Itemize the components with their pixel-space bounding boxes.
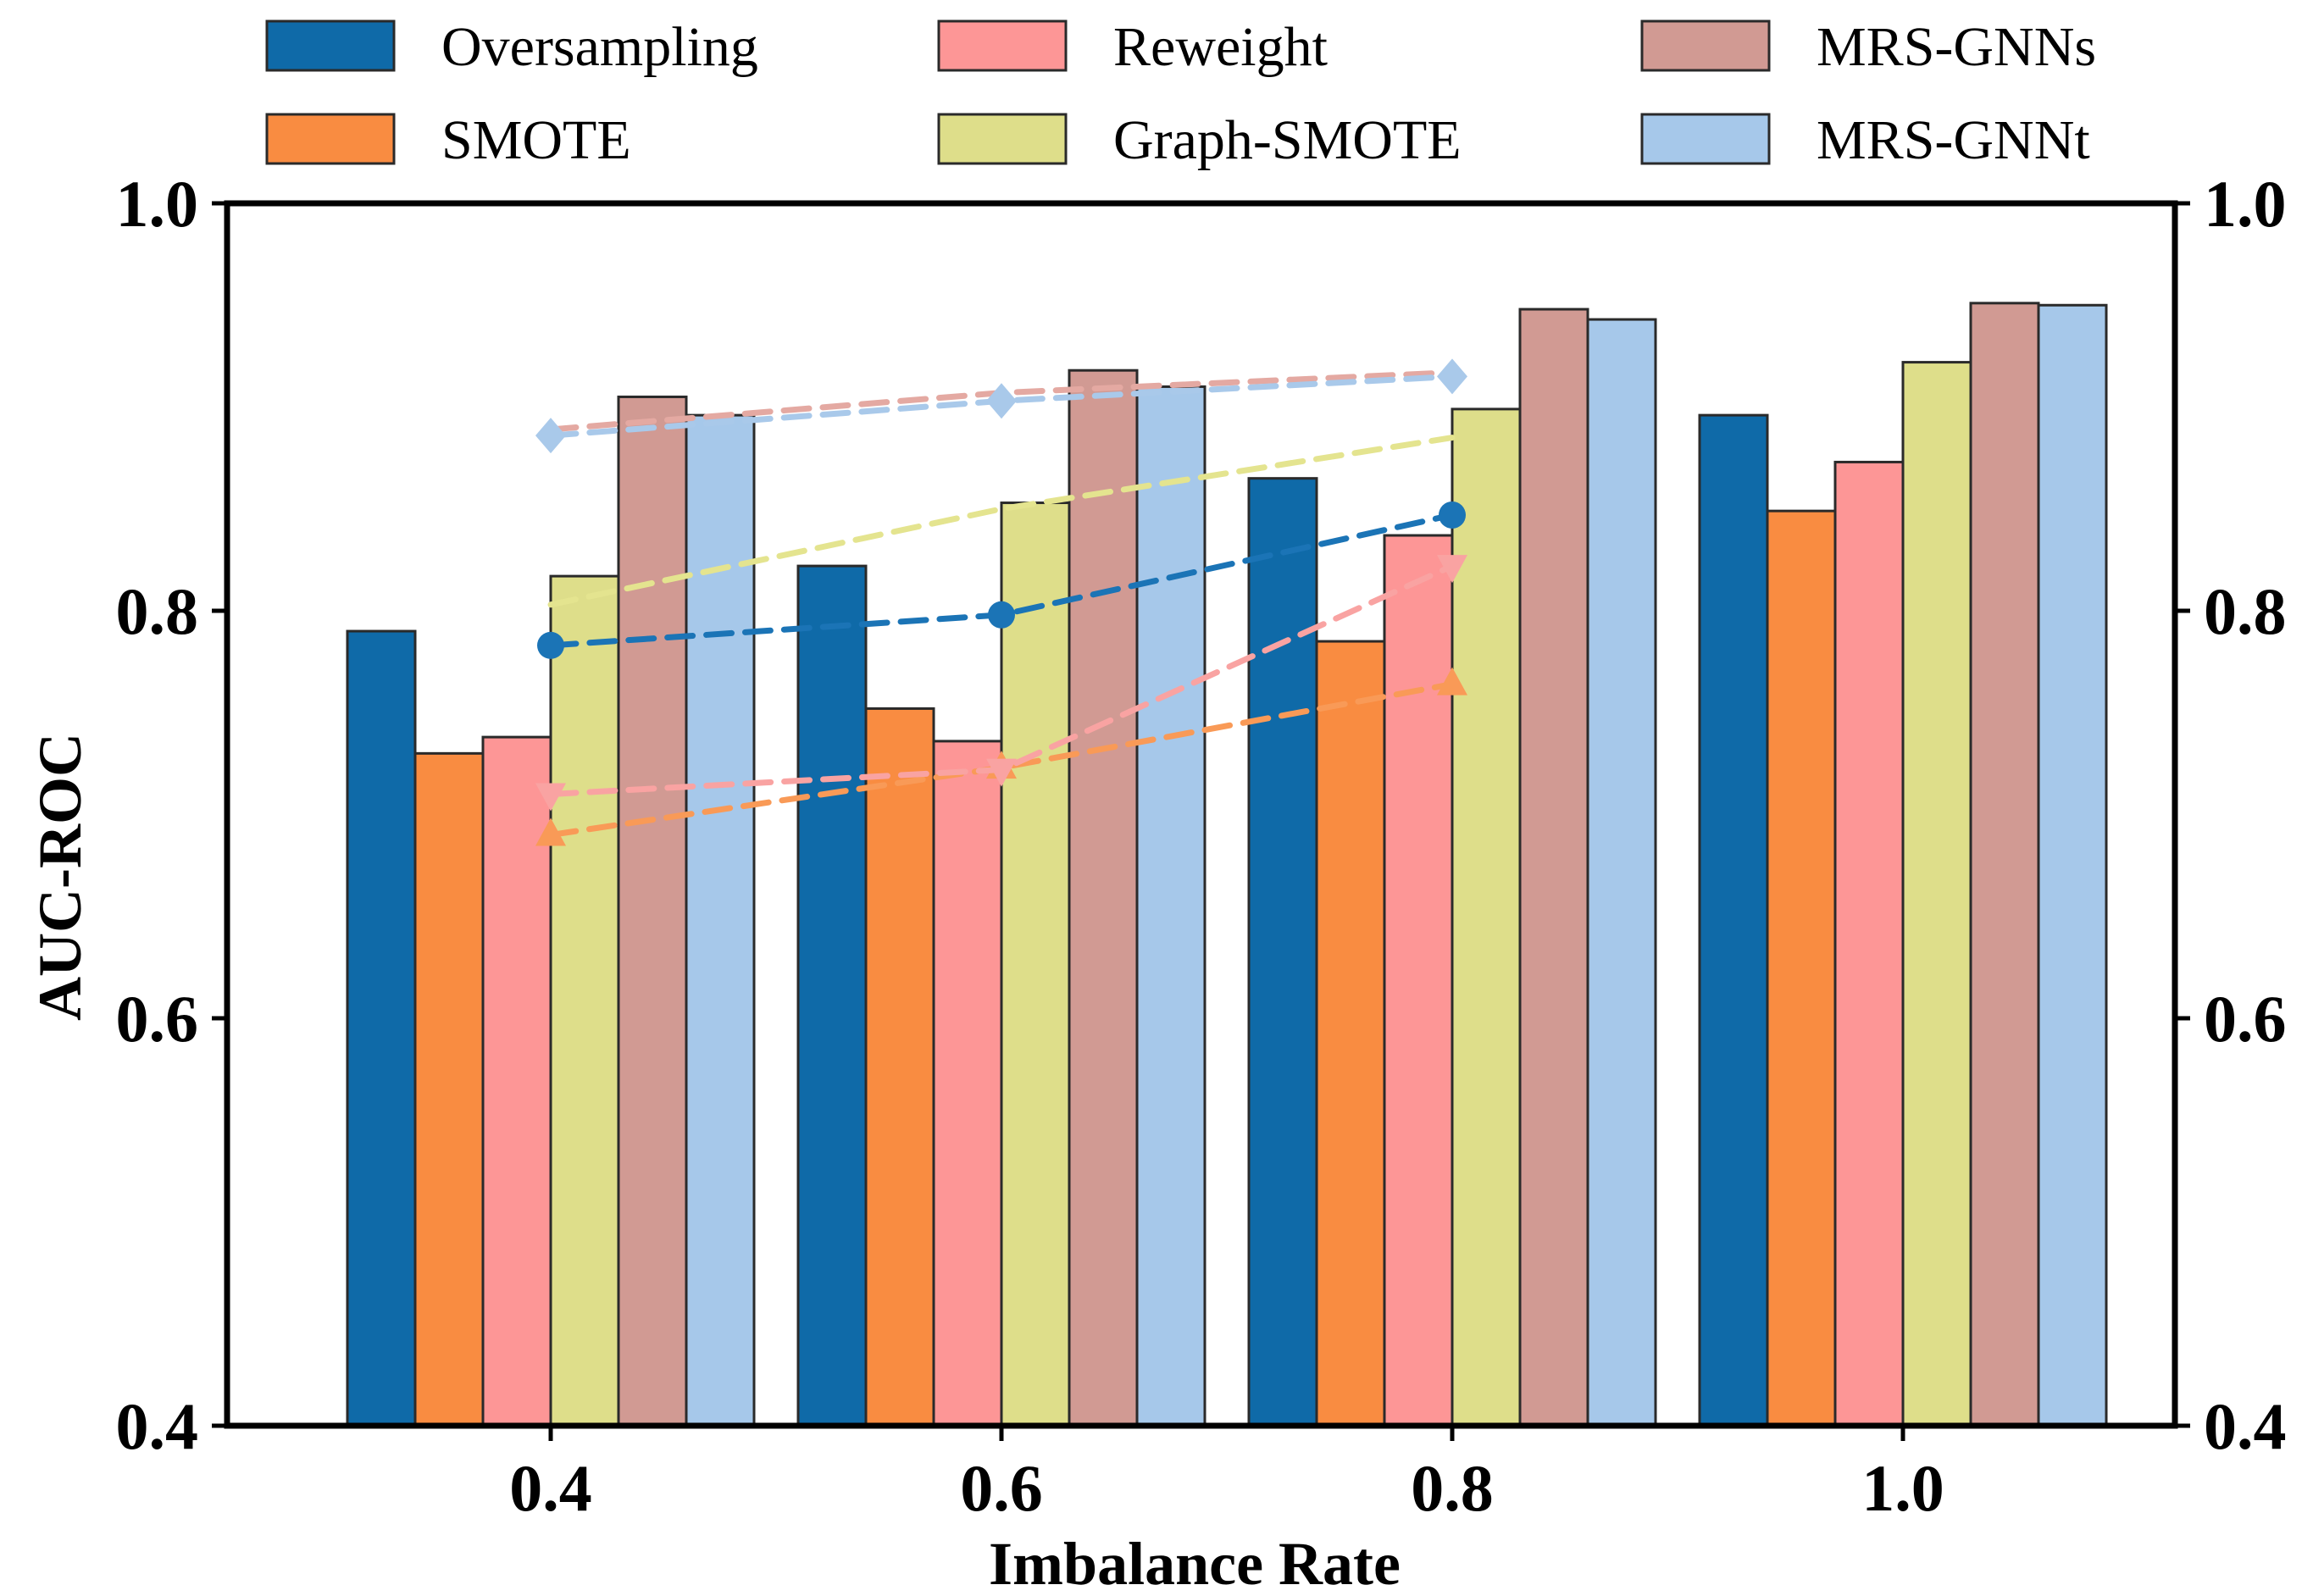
legend-swatch-graph-smote <box>937 113 1068 165</box>
bar-mrs-gnns-0.8 <box>1518 308 1589 1427</box>
bar-mrs-gnnt-0.4 <box>685 413 756 1427</box>
bar-mrs-gnnt-0.6 <box>1135 385 1206 1427</box>
bar-graph-smote-0.4 <box>549 574 620 1427</box>
legend-label-mrs-gnns: MRS-GNNs <box>1817 16 2096 78</box>
trend-line-graph-smote <box>547 435 1456 608</box>
bar-smote-0.4 <box>413 751 485 1427</box>
bar-mrs-gnnt-1.0 <box>2037 303 2108 1427</box>
trend-marker-mrs-gnnt-0.8 <box>1437 358 1467 395</box>
trend-marker-smote-0.4 <box>535 817 566 846</box>
legend-swatch-reweight <box>937 19 1068 72</box>
x-tick-label-0.6: 0.6 <box>960 1451 1043 1525</box>
x-tick-label-0.8: 0.8 <box>1411 1451 1494 1525</box>
bar-oversampling-0.4 <box>346 629 417 1427</box>
bar-oversampling-0.8 <box>1247 477 1318 1427</box>
right-y-tick-label-0.8: 0.8 <box>2204 574 2287 648</box>
axes: 0.4 0.6 0.8 1.0 0.4 0.6 0.8 1.0 0.4 0.6 0.8 1.0 <box>116 167 2287 1525</box>
legend-label-mrs-gnnt: MRS-GNNt <box>1817 109 2090 171</box>
bar-oversampling-0.6 <box>796 564 868 1427</box>
bar-smote-0.6 <box>864 707 935 1427</box>
right-y-tick-label-1.0: 1.0 <box>2204 167 2287 241</box>
legend-label-smote: SMOTE <box>441 109 631 171</box>
trend-marker-mrs-gnnt-0.4 <box>535 418 566 454</box>
legend-swatch-mrs-gnns <box>1640 19 1771 72</box>
trend-lines <box>535 358 1467 846</box>
bar-graph-smote-1.0 <box>1901 361 1972 1427</box>
trend-marker-oversampling-0.6 <box>988 601 1015 629</box>
trend-marker-reweight-0.6 <box>986 758 1017 787</box>
trend-marker-oversampling-0.4 <box>537 631 564 659</box>
bar-oversampling-1.0 <box>1698 413 1769 1427</box>
plot-frame <box>224 200 2178 1429</box>
y-tick-label-0.8: 0.8 <box>116 574 199 648</box>
bar-mrs-gnnt-0.8 <box>1586 318 1657 1427</box>
bar-reweight-0.8 <box>1383 534 1454 1427</box>
bar-mrs-gnns-1.0 <box>1969 302 2040 1427</box>
right-y-tick-label-0.4: 0.4 <box>2204 1389 2287 1463</box>
trend-marker-mrs-gnnt-0.6 <box>986 383 1017 419</box>
x-tick-label-0.4: 0.4 <box>509 1451 592 1525</box>
trend-marker-smote-0.8 <box>1437 667 1467 695</box>
legend-label-graph-smote: Graph-SMOTE <box>1113 109 1462 171</box>
trend-marker-reweight-0.4 <box>535 783 566 812</box>
legend-label-oversampling: Oversampling <box>441 16 758 78</box>
bar-smote-1.0 <box>1766 509 1837 1427</box>
bar-graph-smote-0.6 <box>1000 502 1071 1427</box>
legend-swatch-smote <box>265 113 396 165</box>
y-axis-title: AUC-ROC <box>26 733 94 1021</box>
bar-mrs-gnns-0.6 <box>1068 369 1139 1427</box>
legend-label-reweight: Reweight <box>1113 16 1328 78</box>
bar-reweight-1.0 <box>1833 460 1905 1427</box>
right-y-tick-label-0.6: 0.6 <box>2204 982 2287 1056</box>
bars <box>346 302 2108 1427</box>
legend-swatch-mrs-gnnt <box>1640 113 1771 165</box>
legend-swatch-oversampling <box>265 19 396 72</box>
trend-marker-reweight-0.8 <box>1437 555 1467 584</box>
y-tick-label-0.4: 0.4 <box>116 1389 199 1463</box>
legend: Oversampling SMOTE Reweight Graph-SMOTE MRS-… <box>265 16 2096 171</box>
bar-smote-0.8 <box>1315 640 1386 1427</box>
bar-reweight-0.6 <box>932 740 1003 1427</box>
y-tick-label-1.0: 1.0 <box>116 167 199 241</box>
x-tick-label-1.0: 1.0 <box>1861 1451 1944 1525</box>
x-axis-title: Imbalance Rate <box>989 1530 1401 1596</box>
y-tick-label-0.6: 0.6 <box>116 982 199 1056</box>
trend-marker-oversampling-0.8 <box>1439 501 1466 529</box>
bar-mrs-gnns-0.4 <box>617 395 688 1427</box>
